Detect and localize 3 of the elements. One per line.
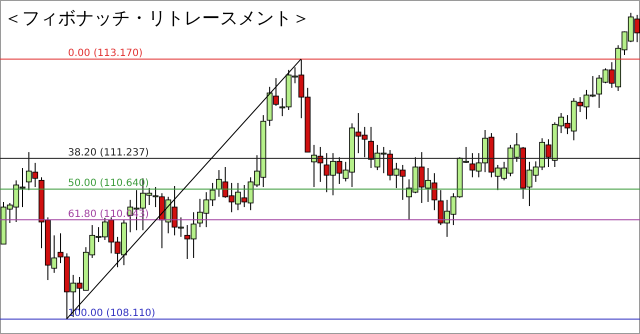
ref-line-label: 38.20 (111.237) — [68, 147, 150, 158]
ref-line-label: 0.00 (113.170) — [68, 48, 143, 60]
text: ＜フィボナッチ・リトレースメント＞ — [4, 7, 310, 30]
